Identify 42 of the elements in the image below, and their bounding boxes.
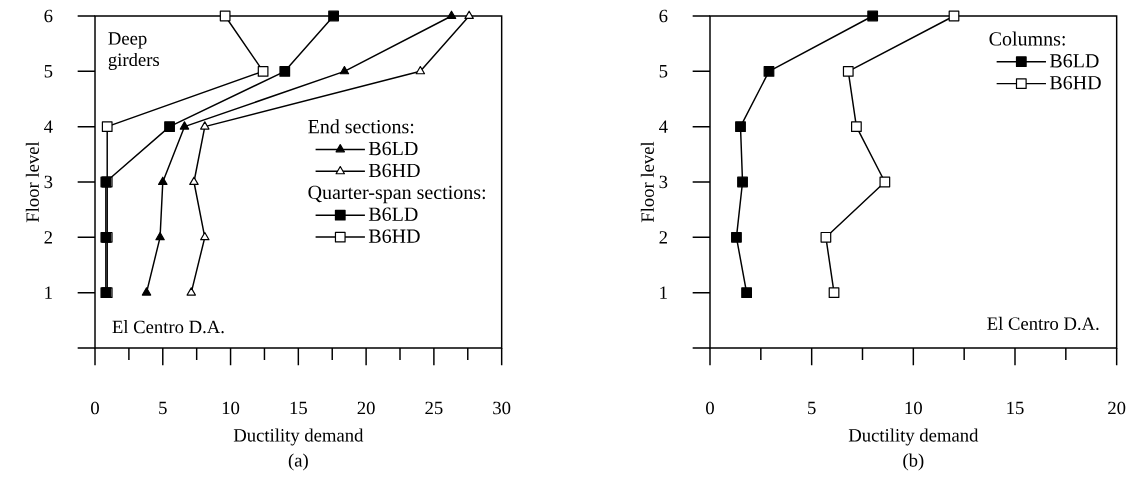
x-tick-label: 30 [493, 401, 511, 415]
y-axis-title: Floor level [640, 141, 654, 223]
x-tick-label: 25 [425, 401, 443, 415]
legend-label: B6LD [368, 141, 418, 156]
x-tick-label: 15 [1007, 401, 1024, 415]
legend-label: B6LD [368, 207, 418, 221]
legend-label: B6LD [1049, 54, 1099, 68]
y-tick-label: 5 [659, 65, 668, 78]
annotation: El Centro D.A. [987, 316, 1099, 331]
y-tick-label: 2 [659, 231, 667, 244]
x-tick-label: 0 [91, 401, 99, 415]
x-axis-title: Ductility demand [848, 428, 979, 446]
legend-label: B6HD [1049, 76, 1101, 90]
legend-label: B6HD [368, 229, 420, 243]
text: (a) [288, 453, 308, 471]
x-tick-label: 5 [808, 401, 816, 415]
text: (b) [903, 453, 924, 471]
x-axis-title: Ductility demand [233, 428, 364, 446]
y-tick-label: 1 [660, 286, 667, 299]
annotation: Deep girders [108, 32, 160, 70]
y-tick-label: 6 [659, 9, 668, 23]
y-tick-label: 1 [45, 286, 52, 299]
legend-label: B6HD [368, 163, 420, 178]
y-tick-label: 4 [44, 120, 53, 133]
y-tick-label: 3 [44, 175, 53, 189]
y-tick-label: 3 [659, 175, 668, 189]
y-axis-title: Floor level [25, 141, 39, 223]
x-tick-label: 15 [290, 401, 307, 415]
annotation: Quarter-span sections: [308, 185, 485, 204]
annotation: El Centro D.A. [112, 320, 224, 334]
legend-title: Columns: [989, 31, 1065, 46]
y-tick-label: 6 [44, 9, 53, 23]
legend-title: End sections: [308, 119, 414, 134]
x-tick-label: 20 [357, 401, 375, 415]
x-tick-label: 20 [1108, 401, 1126, 415]
y-tick-label: 5 [44, 65, 53, 78]
y-tick-label: 2 [44, 231, 52, 244]
y-tick-label: 4 [659, 120, 668, 133]
x-tick-label: 0 [706, 401, 714, 415]
x-tick-label: 5 [159, 401, 167, 415]
x-tick-label: 10 [905, 401, 922, 415]
x-tick-label: 10 [222, 401, 240, 415]
